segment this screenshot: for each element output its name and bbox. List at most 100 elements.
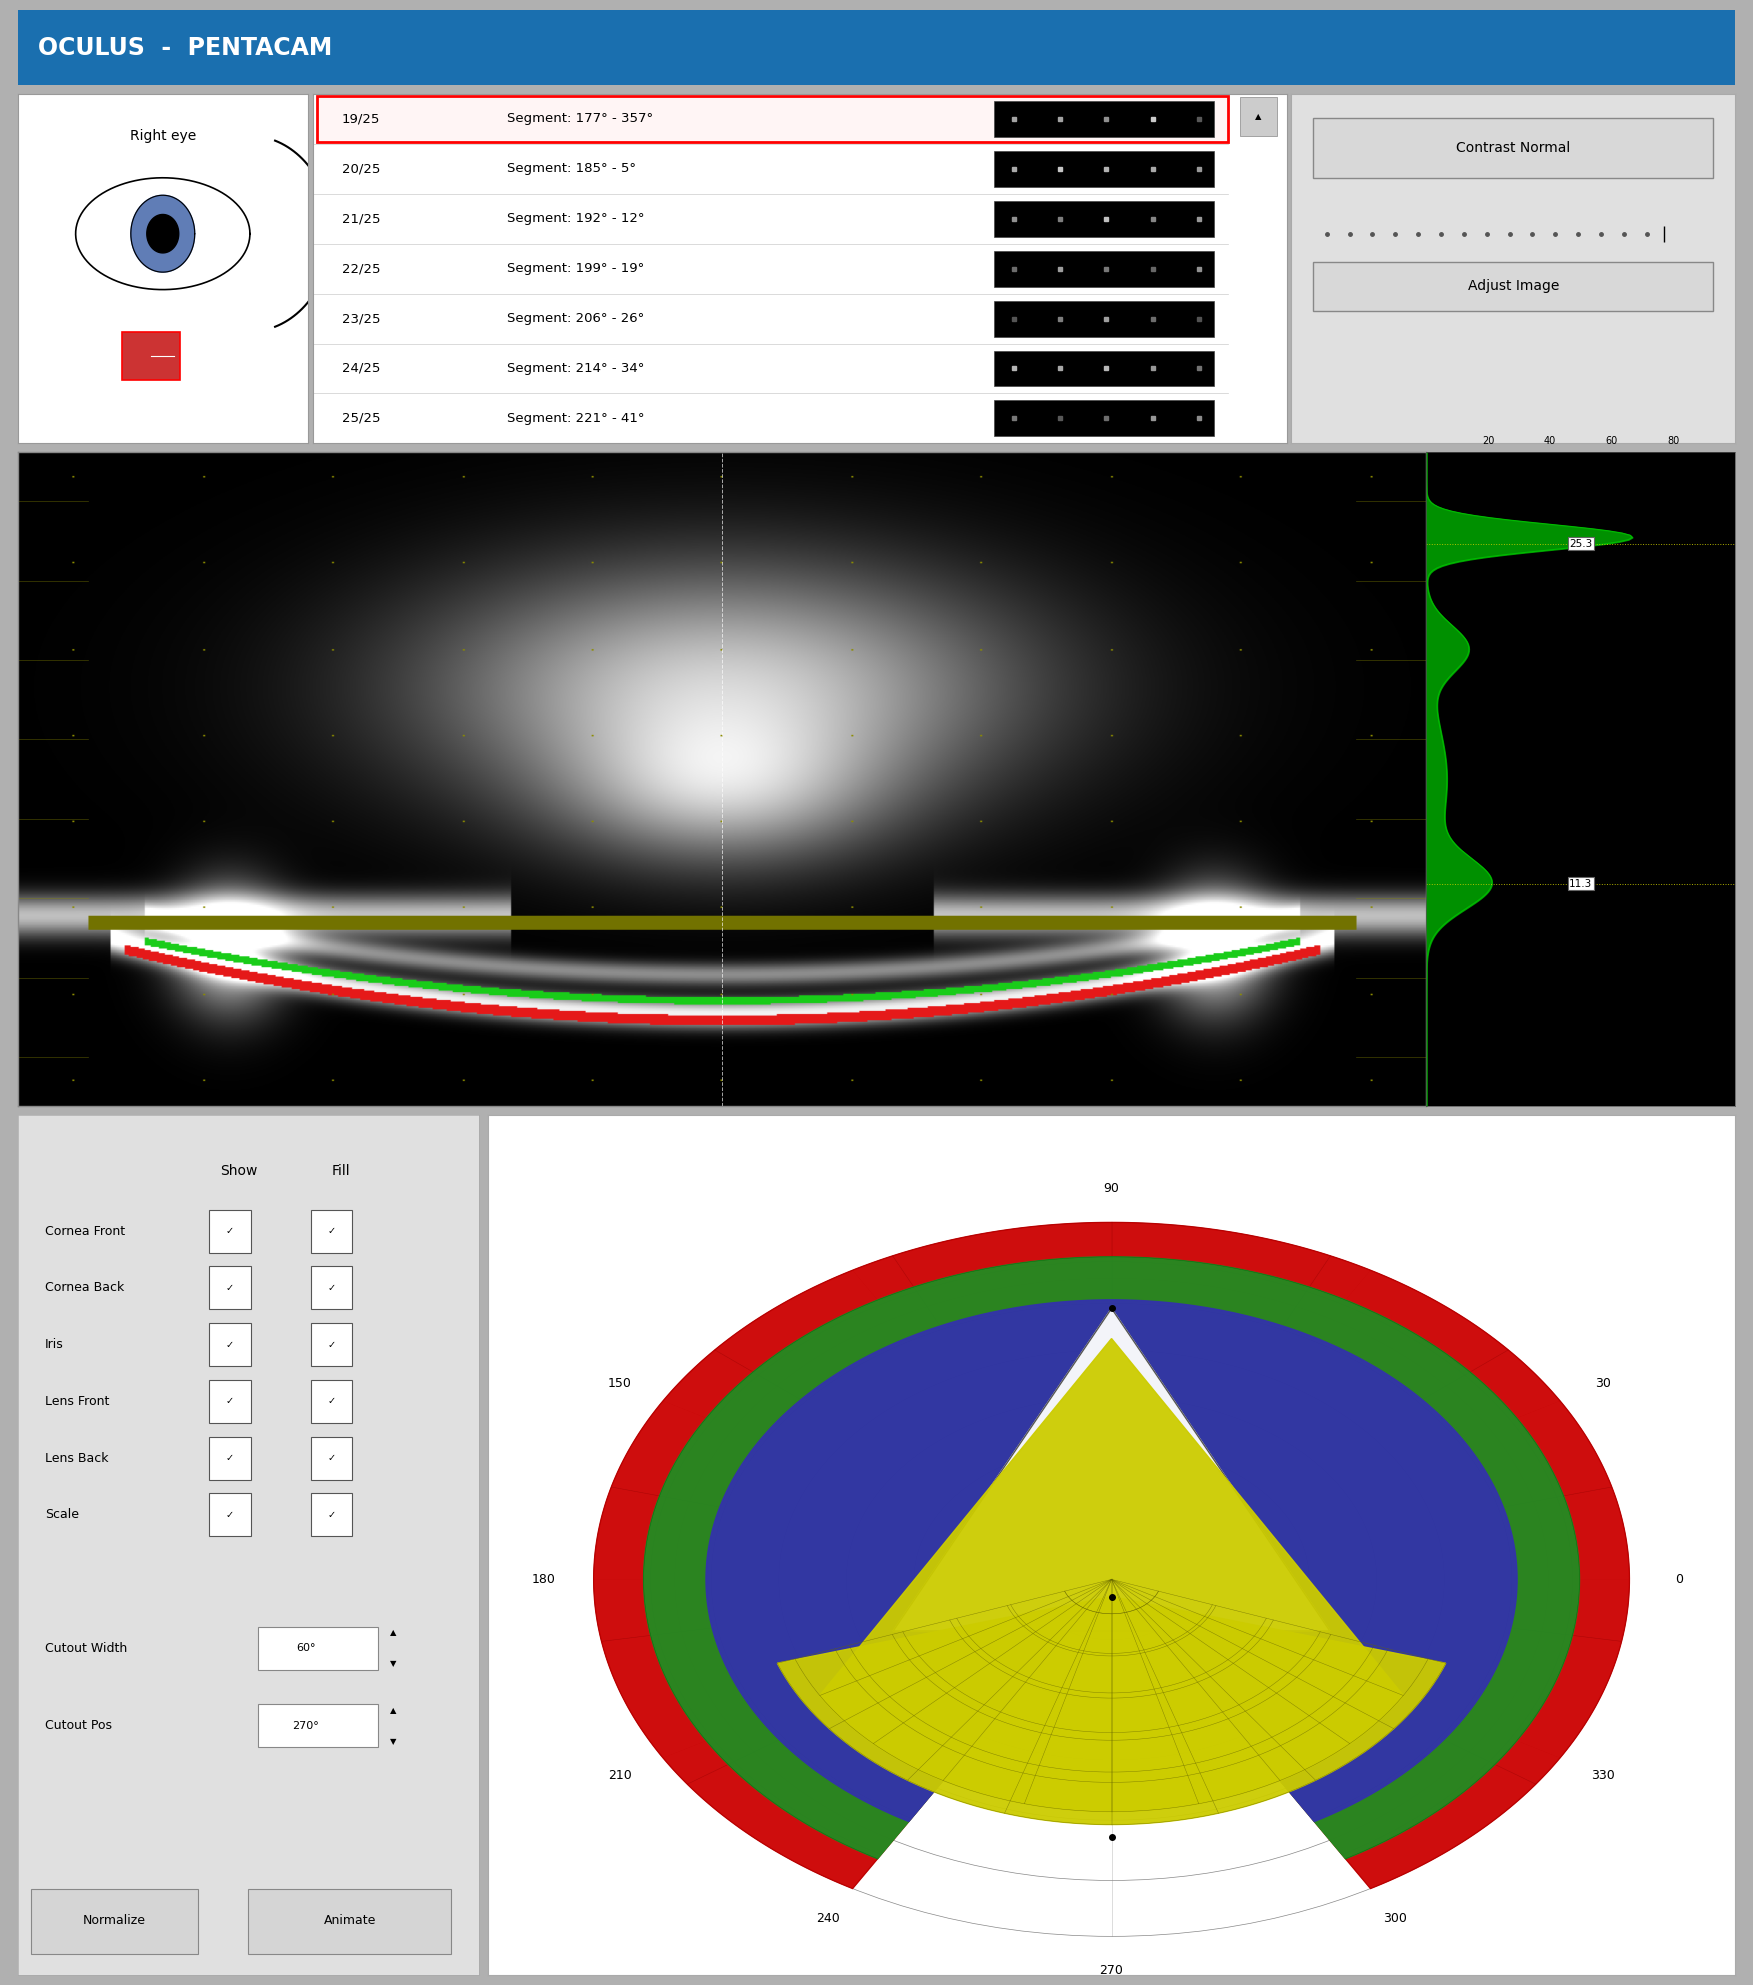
- Polygon shape: [820, 1338, 1404, 1812]
- Text: Segment: 206° - 26°: Segment: 206° - 26°: [507, 312, 645, 326]
- Polygon shape: [777, 1596, 1446, 1824]
- FancyBboxPatch shape: [209, 1266, 251, 1310]
- Text: ▲: ▲: [391, 1628, 396, 1638]
- Text: 0: 0: [1676, 1572, 1683, 1586]
- Text: Cornea Back: Cornea Back: [46, 1280, 124, 1294]
- Text: 21/25: 21/25: [342, 212, 380, 224]
- Text: 210: 210: [608, 1769, 631, 1783]
- Text: ✓: ✓: [328, 1340, 335, 1350]
- Text: Segment: 192° - 12°: Segment: 192° - 12°: [507, 212, 645, 224]
- FancyBboxPatch shape: [310, 1209, 352, 1253]
- Text: ✓: ✓: [328, 1282, 335, 1292]
- Text: 24/25: 24/25: [342, 361, 380, 375]
- Text: ✓: ✓: [328, 1227, 335, 1237]
- Text: 25/25: 25/25: [342, 413, 380, 425]
- Text: Cutout Width: Cutout Width: [46, 1642, 128, 1655]
- FancyBboxPatch shape: [209, 1380, 251, 1423]
- Text: ▲: ▲: [1255, 111, 1262, 121]
- FancyBboxPatch shape: [310, 1380, 352, 1423]
- Polygon shape: [894, 1308, 1331, 1632]
- Text: ✓: ✓: [226, 1227, 233, 1237]
- FancyBboxPatch shape: [994, 250, 1213, 286]
- FancyBboxPatch shape: [994, 101, 1213, 137]
- FancyBboxPatch shape: [209, 1324, 251, 1366]
- Text: 80: 80: [1667, 435, 1679, 445]
- Text: Adjust Image: Adjust Image: [1467, 280, 1558, 294]
- Text: 150: 150: [608, 1378, 631, 1390]
- Text: Animate: Animate: [324, 1914, 377, 1927]
- Text: Show: Show: [221, 1163, 258, 1177]
- Text: ▼: ▼: [391, 1737, 396, 1745]
- Text: 330: 330: [1592, 1769, 1615, 1783]
- Text: 270°: 270°: [293, 1721, 319, 1731]
- FancyBboxPatch shape: [310, 1324, 352, 1366]
- Text: ✓: ✓: [226, 1511, 233, 1521]
- FancyBboxPatch shape: [258, 1703, 377, 1747]
- Text: OCULUS  -  PENTACAM: OCULUS - PENTACAM: [39, 36, 333, 60]
- Text: Lens Front: Lens Front: [46, 1395, 110, 1407]
- Text: Scale: Scale: [46, 1509, 79, 1521]
- Text: Fill: Fill: [331, 1163, 351, 1177]
- Text: ✓: ✓: [226, 1395, 233, 1405]
- Text: ✓: ✓: [328, 1395, 335, 1405]
- FancyBboxPatch shape: [123, 331, 181, 381]
- Text: 23/25: 23/25: [342, 312, 380, 326]
- FancyBboxPatch shape: [1313, 119, 1713, 179]
- Text: Normalize: Normalize: [82, 1914, 145, 1927]
- Text: Lens Back: Lens Back: [46, 1451, 109, 1465]
- FancyBboxPatch shape: [1239, 97, 1276, 135]
- FancyBboxPatch shape: [994, 300, 1213, 337]
- Text: 20/25: 20/25: [342, 163, 380, 175]
- Text: 22/25: 22/25: [342, 262, 380, 276]
- Text: 19/25: 19/25: [342, 113, 380, 125]
- Text: Contrast Normal: Contrast Normal: [1457, 141, 1571, 155]
- Text: ✓: ✓: [328, 1453, 335, 1463]
- Polygon shape: [594, 1223, 1629, 1888]
- Text: 300: 300: [1383, 1912, 1408, 1925]
- FancyBboxPatch shape: [209, 1493, 251, 1536]
- Polygon shape: [147, 214, 179, 252]
- Text: ✓: ✓: [226, 1282, 233, 1292]
- FancyBboxPatch shape: [310, 1437, 352, 1479]
- FancyBboxPatch shape: [310, 1266, 352, 1310]
- Text: 20: 20: [1481, 435, 1494, 445]
- Text: Segment: 199° - 19°: Segment: 199° - 19°: [507, 262, 645, 276]
- Text: ▼: ▼: [391, 1659, 396, 1667]
- Text: ▲: ▲: [391, 1705, 396, 1715]
- Text: Segment: 214° - 34°: Segment: 214° - 34°: [507, 361, 645, 375]
- Text: 60: 60: [1606, 435, 1618, 445]
- Polygon shape: [643, 1257, 1579, 1858]
- Text: 270: 270: [1099, 1965, 1124, 1977]
- Text: 40: 40: [1544, 435, 1557, 445]
- FancyBboxPatch shape: [209, 1437, 251, 1479]
- Text: 60°: 60°: [296, 1644, 316, 1654]
- FancyBboxPatch shape: [249, 1890, 451, 1953]
- Text: Cutout Pos: Cutout Pos: [46, 1719, 112, 1733]
- Text: Segment: 221° - 41°: Segment: 221° - 41°: [507, 413, 645, 425]
- Polygon shape: [706, 1300, 1516, 1822]
- FancyBboxPatch shape: [209, 1209, 251, 1253]
- FancyBboxPatch shape: [994, 200, 1213, 236]
- FancyBboxPatch shape: [258, 1626, 377, 1669]
- FancyBboxPatch shape: [994, 351, 1213, 387]
- Text: Segment: 185° - 5°: Segment: 185° - 5°: [507, 163, 636, 175]
- Text: ✓: ✓: [328, 1511, 335, 1521]
- FancyBboxPatch shape: [1313, 262, 1713, 310]
- Text: 90: 90: [1104, 1181, 1120, 1195]
- FancyBboxPatch shape: [317, 95, 1229, 143]
- Text: 25.3: 25.3: [1569, 538, 1592, 548]
- Text: 30: 30: [1595, 1378, 1611, 1390]
- Polygon shape: [131, 195, 195, 272]
- Text: Cornea Front: Cornea Front: [46, 1225, 126, 1237]
- Text: 240: 240: [815, 1912, 840, 1925]
- FancyBboxPatch shape: [310, 1493, 352, 1536]
- Text: 11.3: 11.3: [1569, 879, 1592, 889]
- FancyBboxPatch shape: [994, 151, 1213, 187]
- Text: ✓: ✓: [226, 1340, 233, 1350]
- Text: Right eye: Right eye: [130, 129, 196, 143]
- Text: ✓: ✓: [226, 1453, 233, 1463]
- Text: Iris: Iris: [46, 1338, 63, 1352]
- Text: Segment: 177° - 357°: Segment: 177° - 357°: [507, 113, 654, 125]
- FancyBboxPatch shape: [994, 401, 1213, 437]
- Text: 180: 180: [531, 1572, 556, 1586]
